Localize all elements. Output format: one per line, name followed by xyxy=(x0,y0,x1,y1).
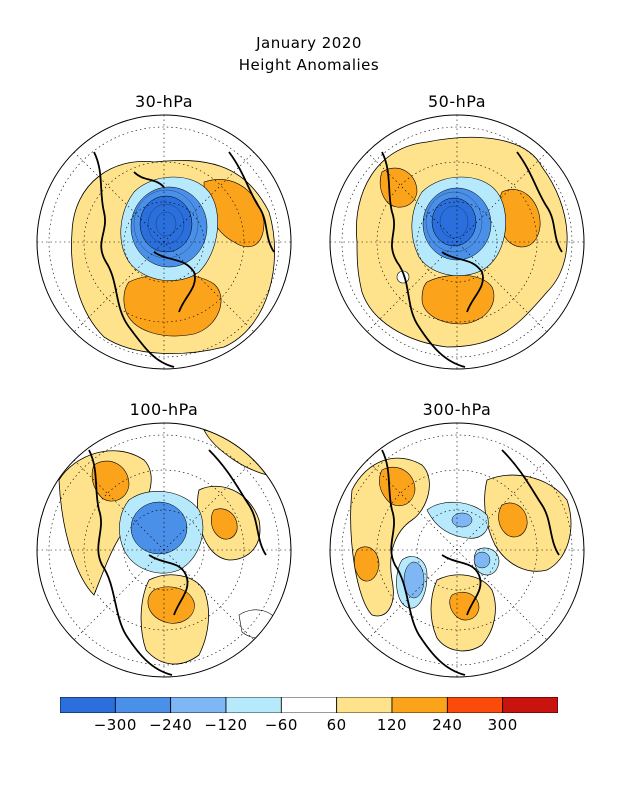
colorbar xyxy=(60,697,558,713)
colorbar-swatch xyxy=(280,697,338,713)
positive-anomaly-core xyxy=(91,460,130,502)
coastlines xyxy=(88,449,267,676)
colorbar-swatch xyxy=(225,697,282,713)
coastlines xyxy=(381,449,560,676)
positive-anomaly-region xyxy=(484,474,572,572)
negative-anomaly-core xyxy=(451,512,473,528)
negative-anomaly-core xyxy=(431,197,477,247)
colorbar-tick-label: 240 xyxy=(432,716,463,734)
colorbar-swatch xyxy=(502,697,558,713)
negative-anomaly-core xyxy=(473,551,491,569)
colorbar-tick-label: −240 xyxy=(149,716,193,734)
map-50hpa xyxy=(329,114,585,370)
panel-label-100hpa: 100-hPa xyxy=(129,400,199,419)
chart-subtitle: Height Anomalies xyxy=(238,56,380,74)
colorbar-tick-label: 300 xyxy=(487,716,518,734)
coastlines xyxy=(381,151,563,368)
positive-anomaly-core xyxy=(211,508,238,540)
positive-anomaly-core xyxy=(498,502,528,538)
chart-title: January 2020 xyxy=(256,34,362,52)
negative-anomaly-core xyxy=(403,561,425,599)
map-30hpa xyxy=(36,114,292,370)
positive-anomaly-core xyxy=(421,274,495,325)
panel-label-30hpa: 30-hPa xyxy=(134,92,193,111)
map-300hpa xyxy=(329,422,585,678)
colorbar-tick-label: 120 xyxy=(376,716,408,734)
negative-anomaly-core xyxy=(130,501,188,555)
colorbar-tick-label: −60 xyxy=(264,716,298,734)
colorbar-swatch xyxy=(170,697,227,713)
positive-anomaly-core xyxy=(123,273,222,337)
colorbar-swatch xyxy=(446,697,504,713)
colorbar-swatch xyxy=(336,697,393,713)
panel-label-300hpa: 300-hPa xyxy=(422,400,492,419)
colorbar-tick-label: −120 xyxy=(204,716,248,734)
positive-anomaly-core xyxy=(354,546,380,582)
colorbar-tick-label: 60 xyxy=(326,716,347,734)
colorbar-swatch xyxy=(114,697,172,713)
coastlines xyxy=(93,151,275,368)
colorbar-swatch xyxy=(391,697,448,713)
colorbar-swatch xyxy=(60,697,116,713)
panel-label-50hpa: 50-hPa xyxy=(427,92,486,111)
colorbar-tick-label: −300 xyxy=(93,716,137,734)
map-100hpa xyxy=(36,422,292,678)
